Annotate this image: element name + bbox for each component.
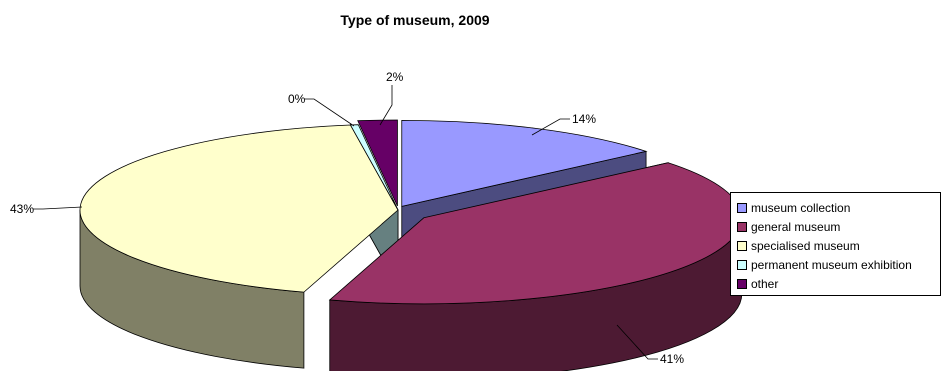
legend-swatch (737, 203, 747, 213)
legend-swatch (737, 241, 747, 251)
pie-slice-other (357, 119, 398, 207)
pie-slice-museum-collection (401, 119, 648, 207)
legend-swatch (737, 222, 747, 232)
legend-swatch (737, 260, 747, 270)
leader-line (531, 118, 570, 136)
slice-value-label: 2% (386, 70, 404, 84)
slice-value-label: 14% (572, 112, 596, 126)
legend-item: specialised museum (737, 238, 860, 254)
pie-labels: 14% 41% 43% 0% 2% (10, 70, 684, 366)
legend-item: other (737, 276, 778, 292)
legend-label: museum collection (751, 201, 851, 215)
leader-line (616, 324, 658, 360)
legend-label: specialised museum (751, 239, 860, 253)
legend-label: permanent museum exhibition (751, 258, 912, 272)
pie-tops (79, 119, 743, 305)
leader-line (379, 85, 393, 126)
legend-item: permanent museum exhibition (737, 257, 912, 273)
legend-item: museum collection (737, 200, 850, 216)
chart-title: Type of museum, 2009 (340, 12, 490, 28)
pie-slice-specialised-museum (79, 124, 399, 293)
slice-value-label: 0% (288, 92, 306, 106)
legend-item: general museum (737, 219, 840, 235)
legend-label: general museum (751, 220, 841, 234)
chart-legend: museum collection general museum specialis… (730, 192, 941, 296)
legend-label: other (751, 277, 779, 291)
leader-line (304, 98, 355, 127)
leader-line (33, 206, 83, 210)
slice-value-label: 43% (10, 202, 34, 216)
legend-swatch (737, 279, 747, 289)
pie-slice-permanent-museum-exhibition (349, 124, 399, 211)
slice-value-label: 41% (660, 352, 684, 366)
pie-slice-general-museum (328, 162, 743, 305)
